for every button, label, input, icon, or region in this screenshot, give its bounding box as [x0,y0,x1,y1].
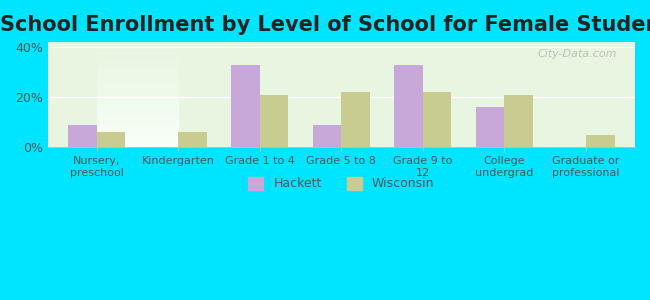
Bar [395,64,423,147]
Bar [178,132,207,147]
Bar [504,94,533,147]
Bar [341,92,370,147]
Bar [423,92,452,147]
Bar [68,124,97,147]
Bar [476,107,504,147]
Bar [586,135,615,147]
Title: School Enrollment by Level of School for Female Students: School Enrollment by Level of School for… [0,15,650,35]
Text: City-Data.com: City-Data.com [538,50,617,59]
Bar [231,64,260,147]
Bar [313,124,341,147]
Bar [97,132,125,147]
Bar [260,94,289,147]
Legend: Hackett, Wisconsin: Hackett, Wisconsin [244,172,439,196]
